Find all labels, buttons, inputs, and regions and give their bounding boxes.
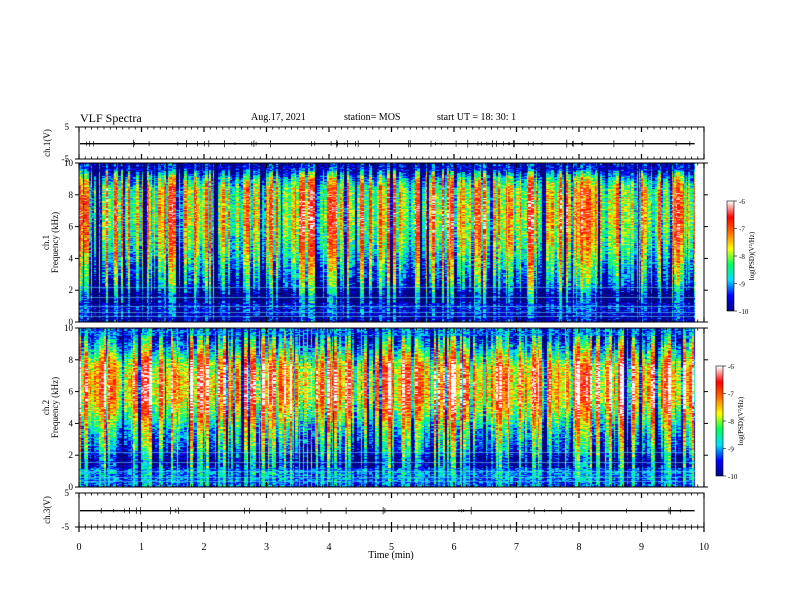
ch1-channel-label: ch.1 [41,235,51,250]
ch2-colorbar-tick-label: -7 [728,391,734,399]
ch2-ytick-label: 0 [69,482,74,492]
ch1-waveform-ytick-label: -5 [62,154,70,164]
ch1-ytick-label: 10 [64,158,74,168]
time-tick-label: 2 [202,542,207,553]
ch2-colorbar-tick-label: -9 [728,446,734,454]
ch2-spectrogram-image [79,328,704,487]
ch2-ytick-label: 8 [69,355,74,365]
ch2-colorbar-tick-label: -10 [728,473,738,481]
ch1-ytick-label: 2 [69,285,74,295]
start-time-label: start UT = 18: 30: 1 [437,112,517,123]
ch2-ylabel: Frequency (kHz) [50,377,60,438]
ch3-waveform-ylabel: ch.3(V) [42,496,52,524]
ch1-colorbar-tick-label: -6 [739,198,745,206]
time-tick-label: 1 [139,542,144,553]
time-tick-label: 9 [639,542,644,553]
ch2-channel-label: ch.2 [41,400,51,415]
ch1-ytick-label: 8 [69,190,74,200]
ch1-waveform-ytick-label: 5 [65,122,70,132]
ch3-waveform-ytick-label: 5 [65,488,70,498]
time-tick-label: 7 [514,542,519,553]
date-label: Aug.17, 2021 [251,112,306,123]
ch2-ytick-label: 10 [64,323,74,333]
x-axis-label: Time (min) [368,550,413,561]
ch3-waveform-ytick-label: -5 [62,522,70,532]
time-tick-label: 10 [699,542,709,553]
time-tick-label: 3 [264,542,269,553]
ch1-colorbar-label: log(PSD)(V²/Hz) [748,231,756,280]
ch2-colorbar-tick-label: -8 [728,418,734,426]
ch1-waveform-ylabel: ch.1(V) [42,129,52,157]
ch1-ytick-label: 4 [69,253,74,263]
ch1-waveform-trace-spikes [86,139,691,148]
ch1-ylabel: Frequency (kHz) [50,212,60,273]
ch1-ytick-label: 6 [69,222,74,232]
ch1-colorbar-tick-label: -9 [739,281,745,289]
time-tick-label: 6 [452,542,457,553]
ch1-colorbar-tick-label: -10 [739,308,749,316]
ch1-colorbar-tick-label: -7 [739,226,745,234]
station-label: station= MOS [344,112,401,123]
ch3-waveform-trace-spikes [100,506,681,515]
time-tick-label: 8 [577,542,582,553]
figure-title: VLF Spectra [80,111,142,125]
ch1-ytick-label: 0 [69,317,74,327]
ch2-colorbar-tick-label: -6 [728,363,734,371]
time-tick-label: 4 [327,542,332,553]
ch1-spectrogram-image [79,163,704,322]
ch2-colorbar [716,366,723,476]
ch2-ytick-label: 6 [69,387,74,397]
ch2-colorbar-label: log(PSD)(V²/Hz) [737,396,745,445]
time-tick-label: 0 [77,542,82,553]
time-tick-label: 5 [389,542,394,553]
ch2-ytick-label: 2 [69,450,74,460]
ch2-ytick-label: 4 [69,418,74,428]
ch1-colorbar [727,201,734,311]
ch1-colorbar-tick-label: -8 [739,253,745,261]
